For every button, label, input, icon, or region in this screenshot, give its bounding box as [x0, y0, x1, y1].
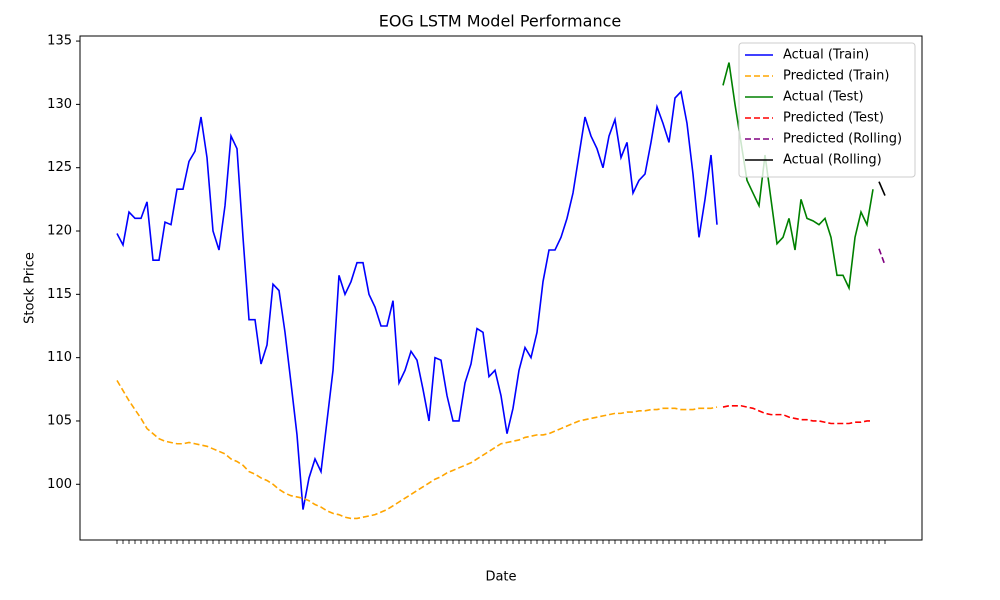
legend-label: Predicted (Rolling) — [783, 132, 902, 147]
y-tick-label: 135 — [47, 34, 72, 49]
y-tick-label: 115 — [47, 287, 72, 302]
chart-title: EOG LSTM Model Performance — [379, 12, 621, 31]
legend-label: Predicted (Test) — [783, 111, 884, 126]
y-tick-label: 130 — [47, 97, 72, 112]
y-tick-label: 105 — [47, 413, 72, 428]
y-tick-label: 110 — [47, 350, 72, 365]
y-tick-label: 125 — [47, 160, 72, 175]
legend-box — [738, 42, 916, 178]
series-line — [722, 404, 873, 425]
legend-label: Actual (Test) — [783, 90, 864, 105]
legend-label: Predicted (Train) — [783, 69, 890, 84]
legend-label: Actual (Rolling) — [783, 153, 882, 168]
series-line — [878, 248, 886, 266]
y-tick-label: 120 — [47, 224, 72, 239]
series-line — [722, 62, 874, 291]
y-axis-label: Stock Price — [23, 252, 38, 324]
legend-label: Actual (Train) — [783, 48, 869, 63]
series-line — [878, 181, 886, 196]
y-tick-label: 100 — [47, 477, 72, 492]
series-line — [116, 90, 718, 510]
x-axis-label: Date — [485, 570, 516, 585]
